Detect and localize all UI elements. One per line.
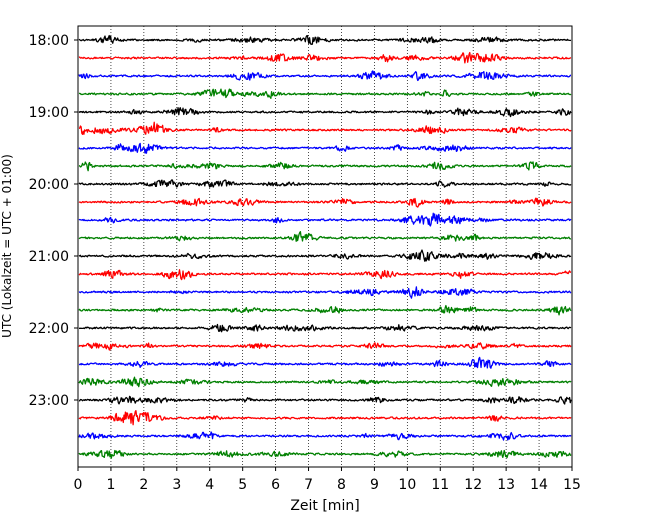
y-tick-label: 18:00 xyxy=(29,33,69,49)
trace-line xyxy=(78,70,572,82)
seismic-traces xyxy=(78,34,572,459)
trace-line xyxy=(78,142,572,154)
x-tick-label: 12 xyxy=(464,477,482,493)
y-tick-label: 23:00 xyxy=(29,393,69,409)
x-tick-label: 15 xyxy=(563,477,581,493)
x-tick-label: 4 xyxy=(205,477,214,493)
x-tick-label: 8 xyxy=(337,477,346,493)
x-tick-label: 6 xyxy=(271,477,280,493)
x-tick-label: 9 xyxy=(370,477,379,493)
trace-line xyxy=(78,395,572,405)
trace-line xyxy=(78,431,572,441)
x-tick-label: 2 xyxy=(139,477,148,493)
plot-area xyxy=(78,26,572,467)
trace-line xyxy=(78,121,572,135)
trace-line xyxy=(78,376,572,388)
trace-line xyxy=(78,34,572,45)
y-tick-label: 19:00 xyxy=(29,105,69,121)
trace-line xyxy=(78,88,572,99)
x-tick-label: 14 xyxy=(530,477,548,493)
y-axis-label: UTC (Lokalzeit = UTC + 01:00) xyxy=(0,154,14,338)
trace-line xyxy=(78,449,572,459)
y-tick-label: 22:00 xyxy=(29,321,69,337)
y-axis-ticks: 18:00 19:00 20:00 21:00 22:00 23:00 xyxy=(29,33,78,409)
x-tick-label: 1 xyxy=(106,477,115,493)
x-tick-label: 0 xyxy=(74,477,83,493)
trace-line xyxy=(78,51,572,64)
x-tick-label: 5 xyxy=(238,477,247,493)
x-tick-label: 13 xyxy=(497,477,515,493)
trace-line xyxy=(78,356,572,369)
x-tick-label: 7 xyxy=(304,477,313,493)
x-axis-label: Zeit [min] xyxy=(290,498,359,514)
trace-line xyxy=(78,230,572,242)
trace-line xyxy=(78,286,572,299)
trace-line xyxy=(78,212,572,227)
trace-line xyxy=(78,161,572,172)
trace-line xyxy=(78,197,572,208)
x-tick-label: 10 xyxy=(398,477,416,493)
trace-line xyxy=(78,342,572,351)
trace-line xyxy=(78,304,572,316)
x-axis-ticks: 0 1 2 3 4 5 6 7 8 9 10 11 12 13 14 15 xyxy=(74,467,581,493)
y-tick-label: 20:00 xyxy=(29,177,69,193)
trace-line xyxy=(78,269,572,281)
trace-line xyxy=(78,179,572,188)
trace-line xyxy=(78,323,572,333)
trace-line xyxy=(78,107,572,118)
plot-frame xyxy=(77,25,573,468)
x-tick-label: 11 xyxy=(431,477,449,493)
trace-line xyxy=(78,409,572,426)
x-tick-label: 3 xyxy=(172,477,181,493)
trace-line xyxy=(78,249,572,262)
y-tick-label: 21:00 xyxy=(29,249,69,265)
